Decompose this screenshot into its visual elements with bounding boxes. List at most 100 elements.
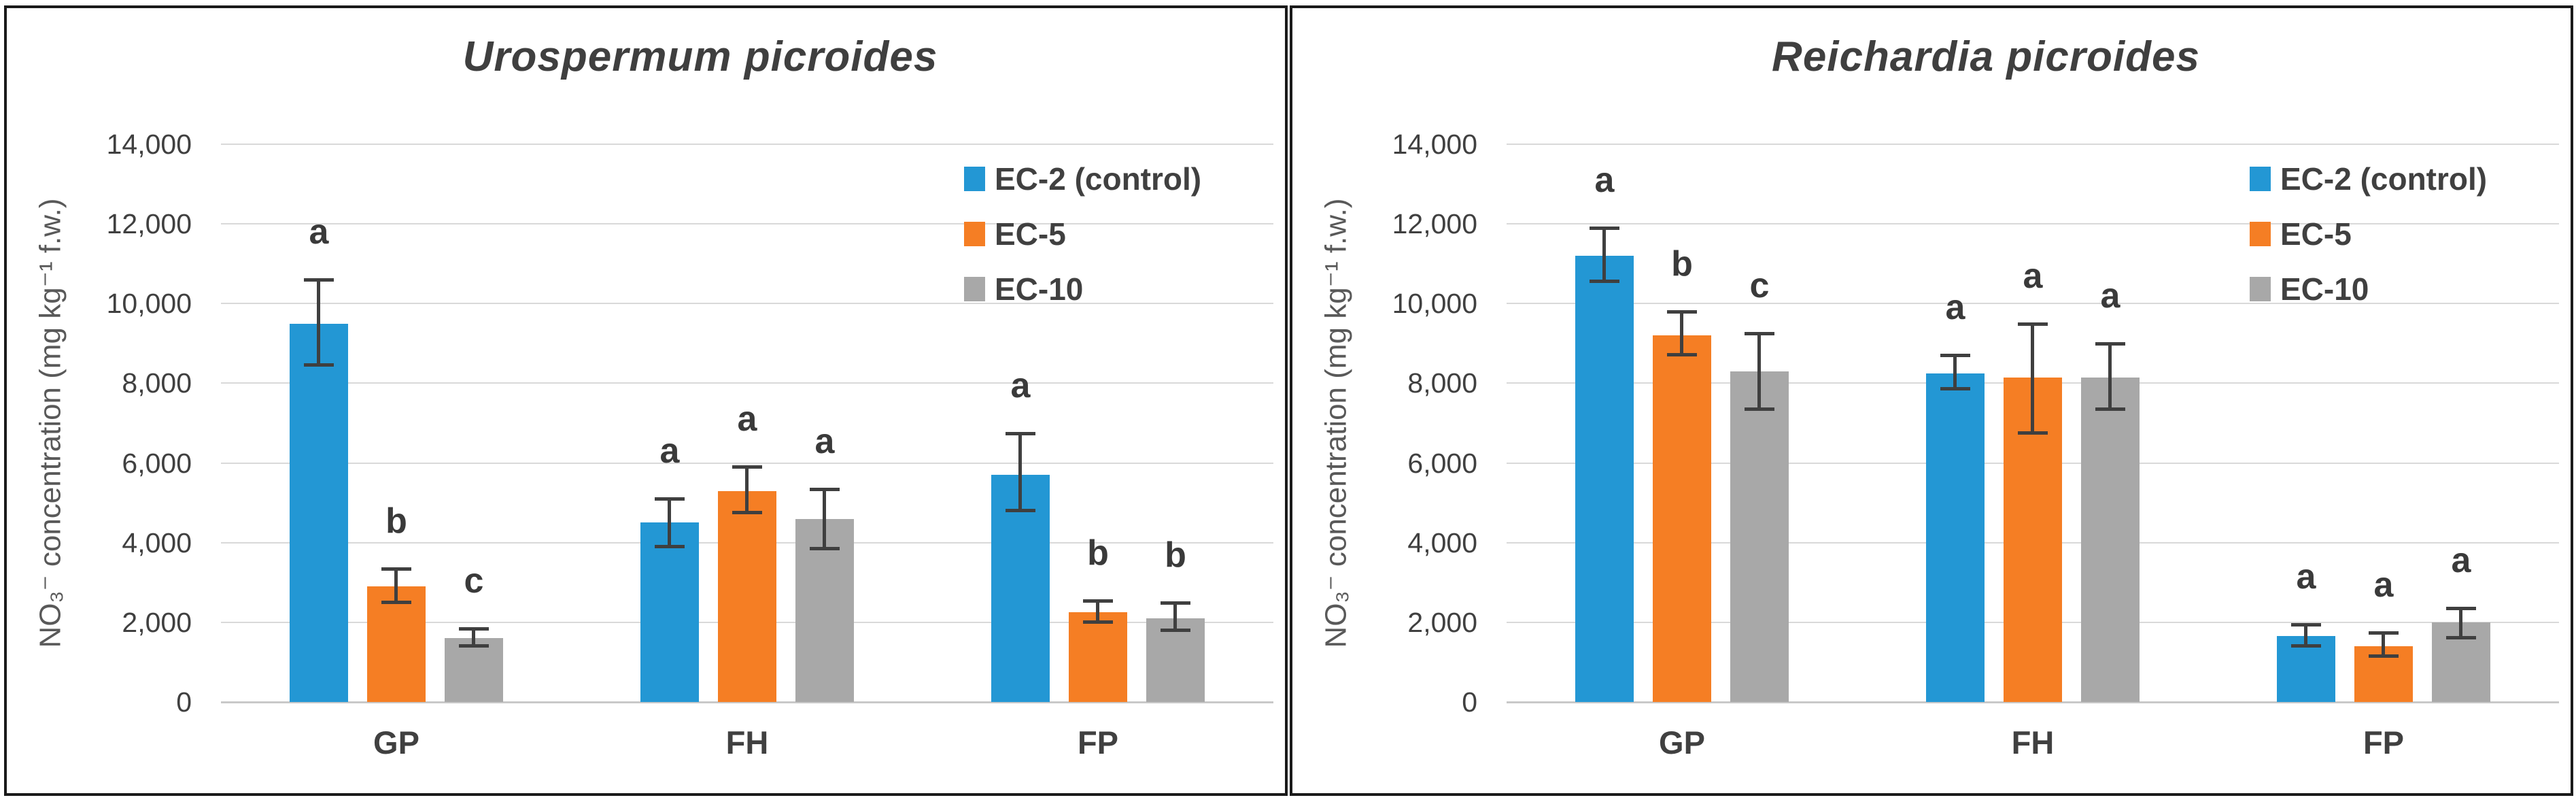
error-bar-cap	[1006, 431, 1035, 435]
legend-item[interactable]: EC-5	[2250, 206, 2487, 261]
error-bar-cap	[655, 497, 685, 501]
error-bar-cap	[655, 544, 685, 548]
y-tick-label: 12,000	[106, 208, 192, 240]
significance-letter: a	[309, 212, 329, 252]
error-bar-cap	[2446, 636, 2476, 640]
significance-letter: a	[737, 399, 757, 439]
error-bar	[1602, 228, 1606, 282]
error-bar-cap	[1083, 620, 1113, 624]
x-axis-category-label: GP	[1659, 724, 1705, 761]
legend-item[interactable]: EC-2 (control)	[964, 151, 1201, 206]
error-bar	[394, 568, 398, 603]
error-bar	[472, 628, 475, 646]
bar[interactable]	[718, 490, 776, 702]
chart-title: Reichardia picroides	[1772, 33, 2200, 80]
y-tick-label: 2,000	[1407, 606, 1477, 638]
gridline	[221, 303, 1273, 305]
error-bar	[1096, 600, 1099, 622]
error-bar-cap	[1745, 407, 1774, 411]
error-bar-cap	[1006, 508, 1035, 512]
y-axis-ticks: 0 2,000 4,000 6,000 8,000 10,000 12,000 14,000	[1292, 129, 1477, 718]
legend-swatch	[2250, 221, 2271, 246]
error-bar-cap	[1667, 353, 1697, 357]
bar[interactable]	[1575, 256, 1634, 702]
legend-item[interactable]: EC-2 (control)	[2250, 151, 2487, 206]
bar[interactable]	[290, 323, 348, 702]
significance-letter: a	[1594, 161, 1615, 200]
x-axis-category-label: FP	[1077, 724, 1119, 761]
error-bar-cap	[459, 626, 489, 631]
error-bar	[1018, 433, 1022, 511]
y-tick-label: 6,000	[122, 447, 192, 479]
error-bar-cap	[459, 644, 489, 648]
error-bar-cap	[381, 567, 411, 571]
legend-label: EC-10	[2280, 271, 2369, 307]
bar[interactable]	[1926, 373, 1985, 702]
chart-title: Urospermum picroides	[462, 33, 938, 80]
error-bar-cap	[732, 510, 762, 514]
legend-label: EC-2 (control)	[2280, 161, 2488, 197]
bar[interactable]	[1730, 371, 1789, 702]
legend-swatch	[964, 166, 985, 191]
significance-letter: a	[659, 431, 680, 471]
y-tick-label: 12,000	[1392, 208, 1477, 240]
error-bar-cap	[1590, 280, 1619, 284]
bar[interactable]	[1653, 335, 1711, 702]
error-bar-cap	[1590, 227, 1619, 230]
significance-letter: c	[1749, 266, 1770, 306]
error-bar	[823, 488, 826, 549]
legend-label: EC-10	[995, 271, 1084, 307]
significance-letter: b	[1087, 533, 1109, 573]
y-tick-label: 10,000	[106, 288, 192, 320]
significance-letter: a	[1010, 365, 1031, 405]
significance-letter: a	[2023, 256, 2043, 296]
bar[interactable]	[445, 638, 503, 702]
legend-swatch	[964, 276, 985, 301]
error-bar-cap	[304, 278, 334, 282]
plot-area: a b c a a a a b b	[221, 144, 1273, 703]
bar[interactable]	[1069, 612, 1127, 702]
bar[interactable]	[991, 475, 1050, 702]
error-bar-cap	[810, 487, 840, 491]
error-bar	[1953, 355, 1957, 390]
y-tick-label: 8,000	[122, 367, 192, 399]
bar[interactable]	[367, 586, 426, 702]
legend-item[interactable]: EC-10	[964, 261, 1201, 316]
gridline	[1507, 223, 2559, 225]
y-tick-label: 4,000	[122, 527, 192, 558]
significance-letter: a	[814, 421, 835, 461]
error-bar	[1757, 333, 1761, 410]
significance-letter: c	[464, 561, 484, 601]
y-tick-label: 0	[1462, 686, 1477, 718]
bar[interactable]	[640, 522, 699, 702]
significance-letter: b	[385, 501, 407, 541]
y-tick-label: 0	[176, 686, 192, 718]
chart-panel-left: Urospermum picroides NO₃⁻ concentration …	[4, 5, 1288, 796]
error-bar-cap	[2018, 431, 2048, 435]
x-axis-category-label: GP	[373, 724, 419, 761]
error-bar	[2382, 632, 2385, 656]
error-bar-cap	[1161, 601, 1190, 605]
bar[interactable]	[1146, 618, 1205, 702]
error-bar-cap	[1083, 599, 1113, 603]
significance-letter: a	[2373, 565, 2394, 605]
x-axis-labels: GP FH FP	[221, 724, 1273, 767]
error-bar-cap	[1667, 310, 1697, 314]
x-axis-labels: GP FH FP	[1507, 724, 2559, 767]
gridline	[221, 462, 1273, 464]
legend-item[interactable]: EC-5	[964, 206, 1201, 261]
bar[interactable]	[2081, 377, 2140, 702]
legend-swatch	[964, 221, 985, 246]
legend: EC-2 (control) EC-5 EC-10	[964, 151, 1201, 316]
gridline	[1507, 144, 2559, 145]
legend-label: EC-5	[2280, 216, 2352, 252]
y-tick-label: 10,000	[1392, 288, 1477, 320]
legend-label: EC-2 (control)	[995, 161, 1202, 197]
gridline	[221, 144, 1273, 145]
error-bar-cap	[1940, 354, 1970, 358]
y-axis-ticks: 0 2,000 4,000 6,000 8,000 10,000 12,000 14,000	[7, 129, 192, 718]
gridline	[221, 223, 1273, 225]
legend-swatch	[2250, 166, 2271, 191]
legend-item[interactable]: EC-10	[2250, 261, 2487, 316]
